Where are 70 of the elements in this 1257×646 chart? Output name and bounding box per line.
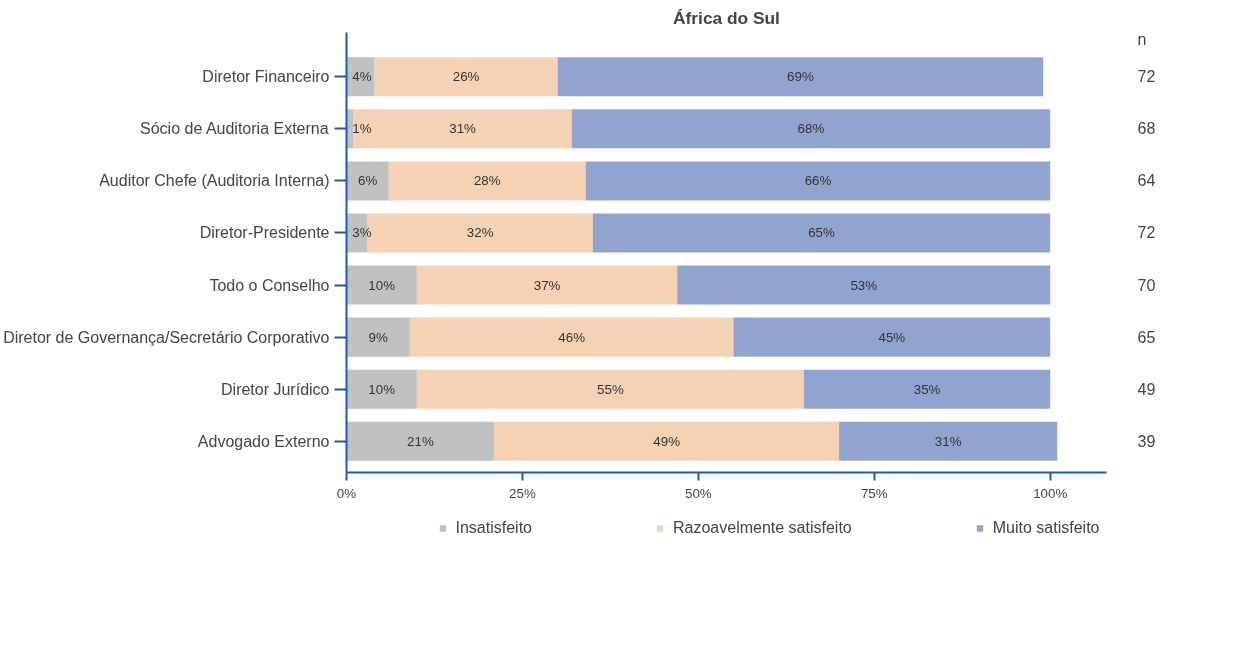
text: 4% <box>352 69 372 85</box>
bar <box>585 161 1051 201</box>
bar <box>416 369 804 409</box>
text: 45% <box>878 329 906 345</box>
text: n <box>1137 30 1147 48</box>
text: 3% <box>352 225 372 241</box>
bar <box>494 421 840 461</box>
text: 32% <box>466 225 494 241</box>
bar <box>733 317 1051 357</box>
text: 66% <box>804 173 832 189</box>
text: 31% <box>449 121 476 137</box>
legend-label: Razoavelmente satisfeito <box>673 519 852 537</box>
text: 72 <box>1137 224 1156 242</box>
x-tick-label: 0% <box>336 485 357 501</box>
bar <box>557 57 1044 97</box>
bar <box>346 265 417 305</box>
bar <box>388 161 586 201</box>
x-tick-label: 100% <box>1033 485 1068 501</box>
text: 1% <box>352 121 372 137</box>
legend-label: Insatisfeito <box>455 519 532 537</box>
y-tick-label: Diretor Jurídico <box>221 380 330 398</box>
bar <box>374 57 558 97</box>
text: 21% <box>407 433 434 449</box>
bar <box>571 109 1051 149</box>
text: 49 <box>1137 380 1156 398</box>
y-tick-label: Diretor Financeiro <box>202 68 330 86</box>
bar <box>677 265 1051 305</box>
bar <box>346 161 389 201</box>
text: 28% <box>473 173 501 189</box>
text: 6% <box>357 173 378 189</box>
text: 46% <box>558 329 586 345</box>
y-tick-label: Diretor de Governança/Secretário Corporativo <box>3 328 330 346</box>
y-tick-label: Todo o Conselho <box>209 276 330 294</box>
text: 70 <box>1137 276 1156 294</box>
bar <box>353 109 572 149</box>
text: 26% <box>452 69 480 85</box>
y-tick-label: Auditor Chefe (Auditoria Interna) <box>99 172 330 190</box>
text: 55% <box>597 381 624 397</box>
x-tick-label: 25% <box>509 485 536 501</box>
text: 68% <box>797 121 825 137</box>
text: 10% <box>368 277 396 293</box>
bar <box>346 369 417 409</box>
bar <box>839 421 1058 461</box>
text: 53% <box>850 277 878 293</box>
chart-title: África do Sul <box>673 7 780 28</box>
legend-label: Muito satisfeito <box>992 519 1100 537</box>
text: 39 <box>1137 432 1156 450</box>
text: 72 <box>1137 68 1156 86</box>
text: 9% <box>368 329 388 345</box>
bar <box>409 317 734 357</box>
text: 65% <box>808 225 835 241</box>
text: 10% <box>368 381 396 397</box>
bar <box>346 317 410 357</box>
text: 31% <box>934 433 962 449</box>
text: 65 <box>1137 328 1156 346</box>
text: 49% <box>653 433 681 449</box>
y-tick-label: Diretor-Presidente <box>199 224 330 242</box>
x-tick-label: 50% <box>685 485 712 501</box>
y-tick-label: Advogado Externo <box>197 432 330 450</box>
bar <box>592 213 1051 253</box>
bar <box>346 421 495 461</box>
bar <box>803 369 1051 409</box>
bar <box>416 265 678 305</box>
text: 37% <box>533 277 561 293</box>
y-tick-label: Sócio de Auditoria Externa <box>140 120 329 138</box>
text: 64 <box>1137 172 1156 190</box>
text: 35% <box>913 381 941 397</box>
text: 69% <box>787 69 814 85</box>
text: 68 <box>1137 120 1156 138</box>
x-tick-label: 75% <box>860 485 888 501</box>
